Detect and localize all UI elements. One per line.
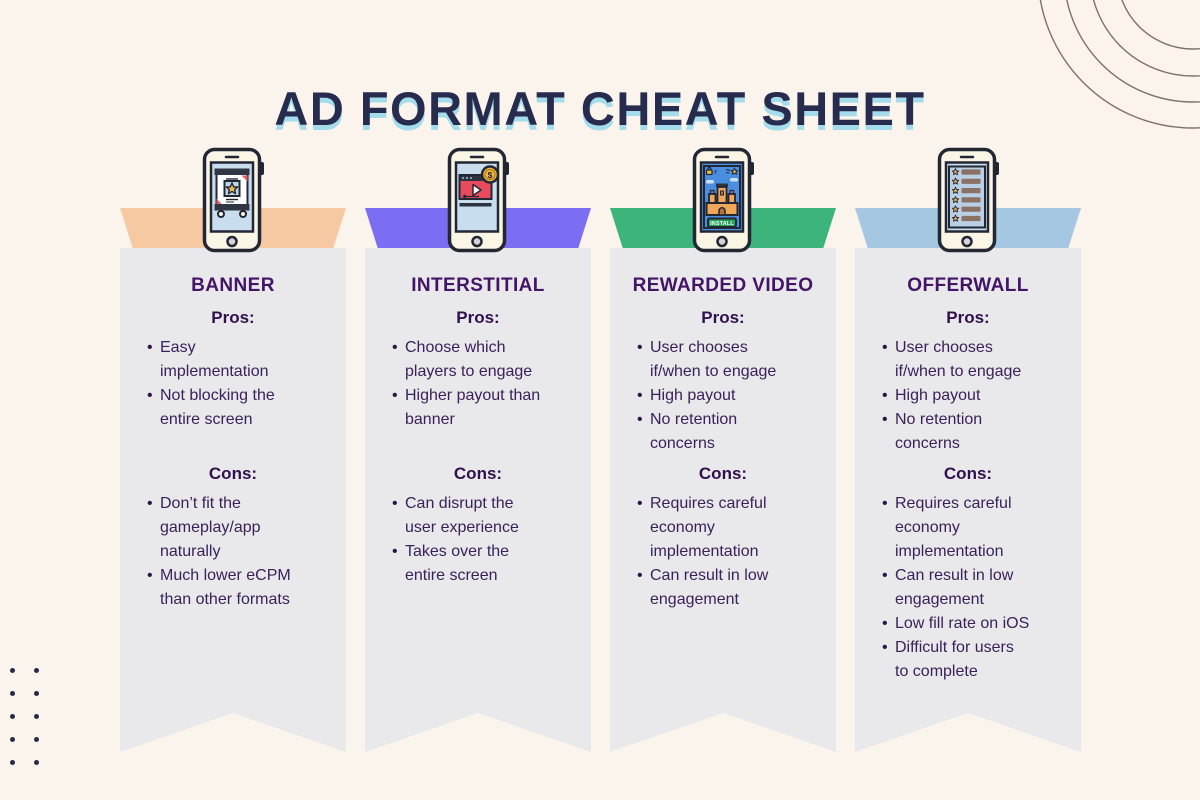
cons-item: Takes over the entire screen bbox=[391, 540, 579, 588]
dot bbox=[10, 668, 15, 673]
cons-heading: Cons: bbox=[698, 464, 748, 483]
pros-section: Pros: Choose which players to engage Hig… bbox=[365, 308, 591, 432]
dot bbox=[10, 714, 15, 719]
pros-list: User chooses if/when to engage High payo… bbox=[881, 336, 1069, 456]
pros-list: User chooses if/when to engage High payo… bbox=[636, 336, 824, 456]
cons-list: Requires careful economy implementation … bbox=[881, 492, 1069, 684]
concentric-circles-decoration bbox=[1039, 0, 1200, 129]
cons-section: Cons: Requires careful economy implement… bbox=[855, 464, 1081, 684]
svg-text:INSTALL: INSTALL bbox=[710, 221, 734, 227]
cons-item: Requires careful economy implementation bbox=[636, 492, 824, 564]
pros-item: Higher payout than banner bbox=[391, 384, 579, 432]
cons-item: Difficult for users to complete bbox=[881, 636, 1069, 684]
pros-list: Easy implementation Not blocking the ent… bbox=[146, 336, 334, 432]
svg-text:$: $ bbox=[488, 170, 493, 180]
cons-item: Much lower eCPM than other formats bbox=[146, 564, 334, 612]
pros-section: Pros: Easy implementation Not blocking t… bbox=[120, 308, 346, 432]
pros-section: Pros: User chooses if/when to engage Hig… bbox=[855, 308, 1081, 456]
cons-section: Cons: Don’t fit the gameplay/app natural… bbox=[120, 464, 346, 612]
column-card: INTERSTITIAL Pros: Choose which players … bbox=[365, 248, 591, 752]
dot bbox=[34, 691, 39, 696]
dot bbox=[34, 737, 39, 742]
page-title: AD FORMAT CHEAT SHEET bbox=[274, 82, 926, 136]
cons-item: Can disrupt the user experience bbox=[391, 492, 579, 540]
pros-item: User chooses if/when to engage bbox=[636, 336, 824, 384]
pros-heading: Pros: bbox=[946, 308, 990, 327]
column-title: REWARDED VIDEO bbox=[632, 275, 814, 296]
dot bbox=[10, 760, 15, 765]
cons-section: Cons: Can disrupt the user experience Ta… bbox=[365, 464, 591, 588]
pros-item: Choose which players to engage bbox=[391, 336, 579, 384]
pros-item: User chooses if/when to engage bbox=[881, 336, 1069, 384]
cons-list: Don’t fit the gameplay/app naturally Muc… bbox=[146, 492, 334, 612]
pros-heading: Pros: bbox=[701, 308, 745, 327]
dot bbox=[34, 714, 39, 719]
column-title: INTERSTITIAL bbox=[411, 275, 545, 296]
pros-heading: Pros: bbox=[211, 308, 255, 327]
column-offerwall: OFFERWALL Pros: User chooses if/when to … bbox=[855, 0, 1081, 800]
cons-list: Requires careful economy implementation … bbox=[636, 492, 824, 612]
column-card: BANNER Pros: Easy implementation Not blo… bbox=[120, 248, 346, 752]
game-install-phone-icon: INSTALL bbox=[692, 147, 754, 253]
pros-item: High payout bbox=[636, 384, 824, 408]
cons-item: Requires careful economy implementation bbox=[881, 492, 1069, 564]
dot bbox=[34, 668, 39, 673]
cons-item: Can result in low engagement bbox=[881, 564, 1069, 612]
pros-item: Easy implementation bbox=[146, 336, 334, 384]
pros-list: Choose which players to engage Higher pa… bbox=[391, 336, 579, 432]
column-banner: BANNER Pros: Easy implementation Not blo… bbox=[120, 0, 346, 800]
cons-section: Cons: Requires careful economy implement… bbox=[610, 464, 836, 612]
billboard-banner-phone-icon bbox=[202, 147, 264, 253]
cons-heading: Cons: bbox=[208, 464, 258, 483]
cons-heading: Cons: bbox=[453, 464, 503, 483]
cons-item: Don’t fit the gameplay/app naturally bbox=[146, 492, 334, 564]
dot bbox=[34, 760, 39, 765]
column-interstitial: INTERSTITIAL Pros: Choose which players … bbox=[365, 0, 591, 800]
cons-list: Can disrupt the user experience Takes ov… bbox=[391, 492, 579, 588]
pros-item: No retention concerns bbox=[636, 408, 824, 456]
dot bbox=[10, 737, 15, 742]
pros-section: Pros: User chooses if/when to engage Hig… bbox=[610, 308, 836, 456]
column-rewarded-video: REWARDED VIDEO Pros: User chooses if/whe… bbox=[610, 0, 836, 800]
pros-item: High payout bbox=[881, 384, 1069, 408]
cons-heading: Cons: bbox=[943, 464, 993, 483]
column-title: BANNER bbox=[191, 275, 275, 296]
column-card: REWARDED VIDEO Pros: User chooses if/whe… bbox=[610, 248, 836, 752]
column-card: OFFERWALL Pros: User chooses if/when to … bbox=[855, 248, 1081, 752]
cons-item: Low fill rate on iOS bbox=[881, 612, 1069, 636]
video-ad-phone-icon: $ bbox=[447, 147, 509, 253]
pros-item: No retention concerns bbox=[881, 408, 1069, 456]
pros-heading: Pros: bbox=[456, 308, 500, 327]
column-title: OFFERWALL bbox=[907, 275, 1029, 296]
dot bbox=[10, 691, 15, 696]
cons-item: Can result in low engagement bbox=[636, 564, 824, 612]
offer-list-phone-icon bbox=[937, 147, 999, 253]
pros-item: Not blocking the entire screen bbox=[146, 384, 334, 432]
dots-decoration bbox=[10, 668, 39, 765]
